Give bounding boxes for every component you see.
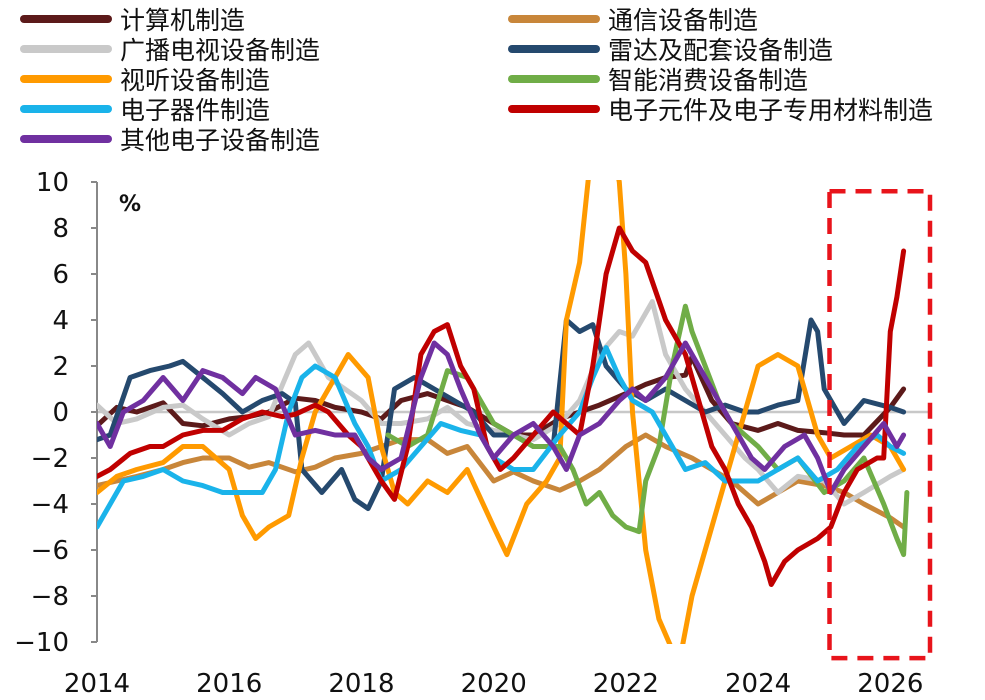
legend-swatch (508, 105, 600, 113)
legend-label: 智能消费设备制造 (608, 66, 809, 95)
legend-item: 通信设备制造 (508, 4, 759, 35)
x-tick-label: 2016 (196, 669, 262, 699)
legend-label: 广播电视设备制造 (120, 36, 321, 65)
legend-item: 智能消费设备制造 (508, 64, 809, 95)
series-group (97, 180, 910, 644)
series-line (97, 317, 907, 512)
legend-label: 通信设备制造 (608, 6, 759, 35)
x-tick-label: 2018 (328, 669, 394, 699)
y-tick-label: 2 (52, 352, 69, 382)
y-tick-label: −10 (14, 628, 69, 658)
y-tick-label: −8 (31, 582, 69, 612)
legend: 计算机制造 通信设备制造广播电视设备制造 雷达及配套设备制造视听设备制造 智能消费设备… (0, 0, 985, 170)
y-tick-label: 8 (52, 214, 69, 244)
series-line (97, 340, 907, 495)
unit-label: % (119, 192, 141, 217)
y-tick-label: −6 (31, 536, 69, 566)
legend-swatch (20, 105, 112, 113)
y-tick-label: 0 (52, 398, 69, 428)
series-line (97, 432, 907, 530)
legend-item: 广播电视设备制造 (20, 34, 321, 65)
legend-swatch (20, 45, 112, 53)
legend-label: 视听设备制造 (120, 66, 271, 95)
x-tick-label: 2026 (857, 669, 923, 699)
legend-label: 电子元件及电子专用材料制造 (608, 96, 934, 125)
y-tick-label: 10 (36, 168, 69, 198)
legend-swatch (508, 75, 600, 83)
legend-swatch (20, 15, 112, 23)
series-line (97, 225, 907, 587)
legend-label: 雷达及配套设备制造 (608, 36, 834, 65)
legend-label: 电子器件制造 (120, 96, 271, 125)
series-line (97, 299, 907, 507)
y-tick-label: 4 (52, 306, 69, 336)
x-tick-label: 2014 (64, 669, 130, 699)
legend-swatch (508, 45, 600, 53)
legend-item: 电子器件制造 (20, 94, 271, 125)
x-tick-label: 2022 (593, 669, 659, 699)
legend-item: 雷达及配套设备制造 (508, 34, 834, 65)
x-tick-label: 2020 (461, 669, 527, 699)
x-tick-label: 2024 (725, 669, 791, 699)
legend-swatch (508, 15, 600, 23)
series-line (97, 180, 907, 644)
series-line (97, 354, 907, 438)
y-tick-label: 6 (52, 260, 69, 290)
legend-item: 计算机制造 (20, 4, 246, 35)
y-tick-label: −2 (31, 444, 69, 474)
legend-swatch (20, 135, 112, 143)
legend-label: 其他电子设备制造 (120, 126, 321, 155)
legend-swatch (20, 75, 112, 83)
legend-item: 视听设备制造 (20, 64, 271, 95)
y-tick-label: −4 (31, 490, 69, 520)
legend-label: 计算机制造 (120, 6, 246, 35)
legend-item: 其他电子设备制造 (20, 124, 321, 155)
legend-item: 电子元件及电子专用材料制造 (508, 94, 934, 125)
